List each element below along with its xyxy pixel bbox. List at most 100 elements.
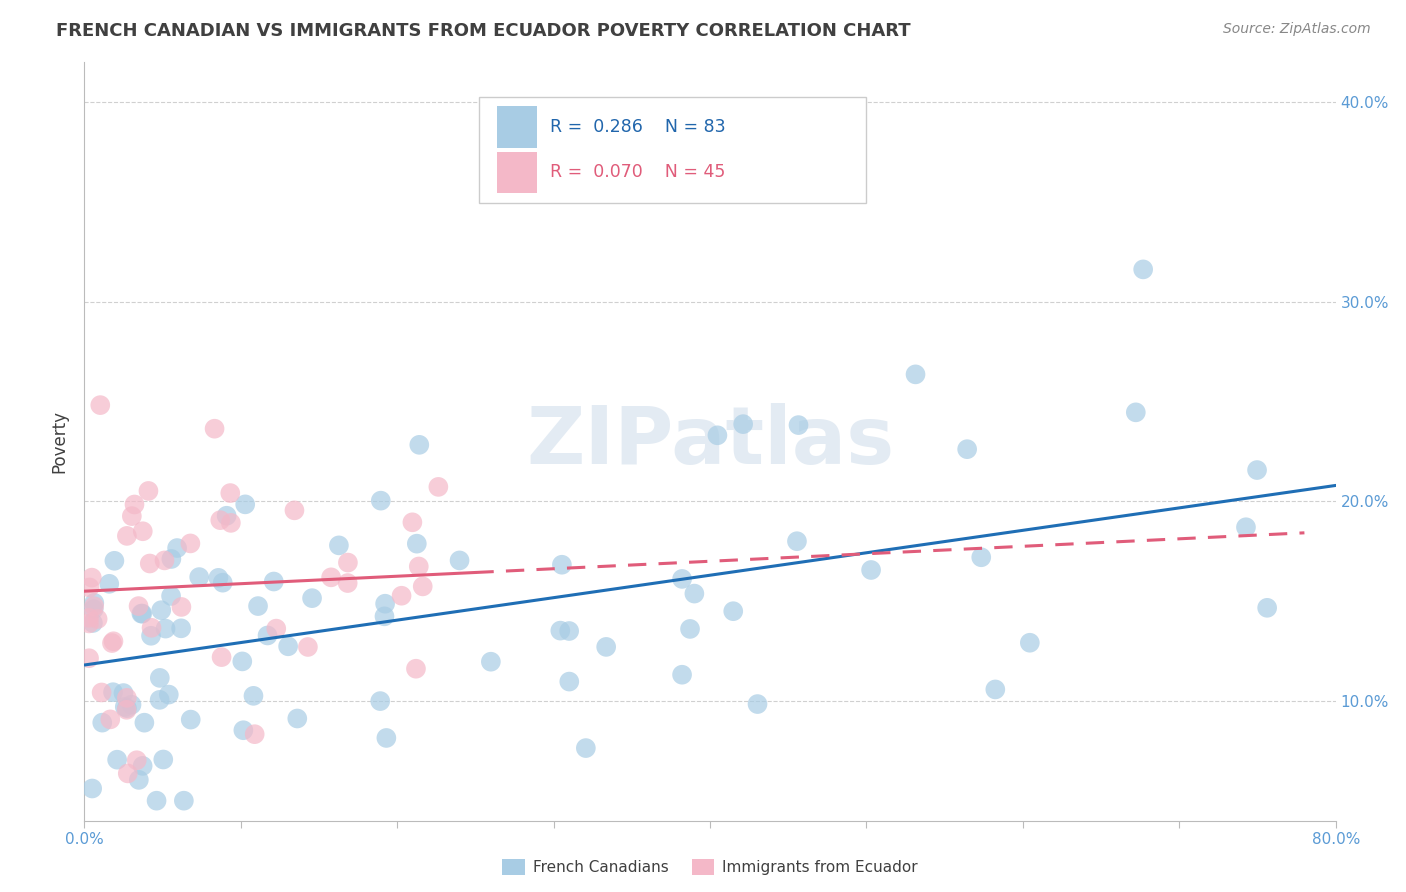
Point [263, 574, 285, 589]
Point [115, 690, 138, 705]
Point [121, 698, 143, 712]
Point [375, 731, 398, 745]
Point [747, 697, 769, 711]
Point [904, 368, 927, 382]
Point [1125, 405, 1147, 419]
Point [374, 597, 396, 611]
Point [215, 508, 238, 523]
Point [117, 766, 139, 780]
Point [479, 655, 502, 669]
FancyBboxPatch shape [478, 96, 866, 202]
Point [115, 703, 138, 717]
Point [211, 650, 233, 665]
Point [671, 572, 693, 586]
Point [153, 553, 176, 567]
Point [103, 554, 125, 568]
Point [157, 688, 180, 702]
Point [77, 616, 100, 631]
Point [124, 498, 146, 512]
Point [243, 727, 266, 741]
Point [233, 497, 256, 511]
Point [101, 636, 124, 650]
Point [723, 604, 745, 618]
Point [1018, 636, 1040, 650]
Point [115, 529, 138, 543]
Point [150, 603, 173, 617]
Point [115, 701, 138, 715]
Point [368, 694, 391, 708]
Point [112, 686, 135, 700]
Point [427, 480, 450, 494]
Point [80, 571, 103, 585]
Point [449, 553, 471, 567]
Point [105, 753, 128, 767]
Point [336, 556, 359, 570]
Point [860, 563, 883, 577]
Point [283, 503, 305, 517]
Point [1256, 600, 1278, 615]
Point [128, 772, 150, 787]
Legend: French Canadians, Immigrants from Ecuador: French Canadians, Immigrants from Ecuado… [496, 853, 924, 881]
Point [101, 685, 124, 699]
Point [408, 559, 430, 574]
Point [733, 417, 755, 431]
Point [170, 599, 193, 614]
Point [408, 438, 430, 452]
Point [188, 570, 211, 584]
Point [82, 615, 104, 630]
Point [141, 621, 163, 635]
Point [82, 781, 104, 796]
Point [166, 541, 188, 555]
Point [370, 493, 392, 508]
Text: R =  0.070    N = 45: R = 0.070 N = 45 [550, 163, 725, 181]
Point [132, 524, 155, 539]
Point [125, 753, 148, 767]
Point [131, 759, 153, 773]
Point [595, 640, 617, 654]
Point [277, 640, 299, 654]
Point [706, 428, 728, 442]
Point [89, 398, 111, 412]
Point [558, 624, 581, 638]
Text: R =  0.286    N = 83: R = 0.286 N = 83 [550, 118, 725, 136]
FancyBboxPatch shape [498, 106, 537, 148]
Point [401, 516, 423, 530]
Text: ZIPatlas: ZIPatlas [526, 402, 894, 481]
Point [128, 599, 150, 613]
Point [83, 599, 105, 614]
Point [83, 602, 105, 616]
Point [86, 612, 108, 626]
Point [242, 689, 264, 703]
Point [405, 536, 427, 550]
Point [131, 607, 153, 621]
Point [405, 662, 427, 676]
Y-axis label: Poverty: Poverty [51, 410, 69, 473]
Point [211, 575, 233, 590]
Point [160, 552, 183, 566]
Point [219, 486, 242, 500]
Point [139, 629, 162, 643]
Point [114, 699, 136, 714]
Point [121, 509, 143, 524]
Point [98, 712, 121, 726]
Point [301, 591, 323, 606]
Point [160, 589, 183, 603]
Point [103, 634, 125, 648]
Point [956, 442, 979, 457]
Point [247, 599, 270, 613]
Point [575, 741, 598, 756]
Point [321, 570, 343, 584]
Point [412, 579, 434, 593]
Point [1246, 463, 1268, 477]
Point [134, 715, 156, 730]
Point [373, 609, 395, 624]
Point [671, 667, 693, 681]
Point [209, 513, 232, 527]
Point [264, 622, 287, 636]
Point [170, 621, 193, 635]
Point [207, 571, 229, 585]
Point [1234, 520, 1257, 534]
Point [1132, 262, 1154, 277]
Point [138, 483, 160, 498]
Point [970, 550, 993, 565]
